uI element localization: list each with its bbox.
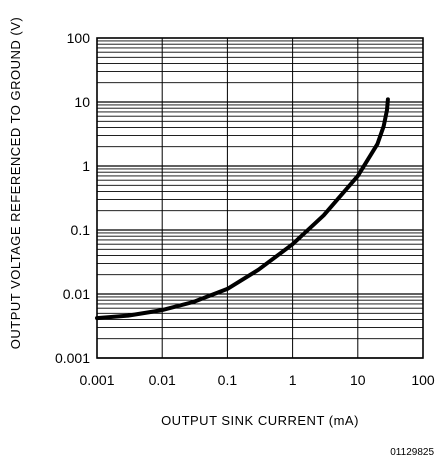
y-tick-label: 0.01 bbox=[63, 286, 90, 302]
y-tick-label: 0.001 bbox=[55, 350, 90, 366]
x-tick-label: 0.001 bbox=[79, 372, 114, 388]
y-axis-label: OUTPUT VOLTAGE REFERENCED TO GROUND (V) bbox=[8, 17, 23, 350]
x-tick-label: 100 bbox=[411, 372, 435, 388]
y-tick-label: 1 bbox=[82, 158, 90, 174]
x-axis-label: OUTPUT SINK CURRENT (mA) bbox=[161, 413, 359, 428]
y-tick-labels: 0.001 0.01 0.1 1 10 100 bbox=[55, 30, 90, 366]
x-tick-label: 1 bbox=[289, 372, 297, 388]
y-tick-label: 0.1 bbox=[71, 222, 91, 238]
figure-id: 01129825 bbox=[390, 447, 434, 458]
series-line bbox=[95, 97, 390, 321]
x-tick-label: 10 bbox=[350, 372, 366, 388]
y-tick-label: 100 bbox=[67, 30, 91, 46]
y-tick-label: 10 bbox=[74, 94, 90, 110]
x-tick-label: 0.01 bbox=[149, 372, 176, 388]
curve-layer bbox=[95, 97, 390, 321]
plot-frame bbox=[96, 37, 424, 359]
x-tick-labels: 0.001 0.01 0.1 1 10 100 bbox=[79, 372, 434, 388]
grid bbox=[96, 38, 424, 359]
x-tick-label: 0.1 bbox=[218, 372, 238, 388]
